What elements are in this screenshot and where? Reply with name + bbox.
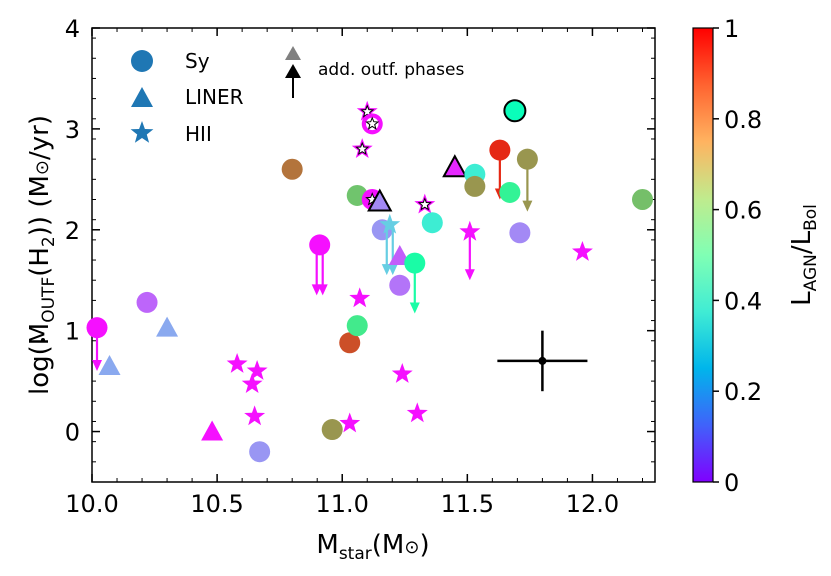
arrow-head (522, 200, 533, 212)
colorbar-tick-label: 0.6 (724, 197, 762, 225)
point-hii (391, 363, 413, 383)
y-label-dot (41, 338, 45, 342)
colorbar-tick-label: 0.4 (724, 287, 762, 315)
legend-triangle-marker (131, 87, 153, 107)
x-tick-label: 12.0 (566, 490, 619, 518)
point-sy (339, 332, 361, 354)
y-tick-label: 3 (65, 116, 80, 144)
error-cross (497, 330, 588, 392)
error-center (538, 356, 547, 365)
point-sy (631, 189, 653, 211)
colorbar-tick-label: 0.8 (724, 106, 762, 134)
x-tick-label: 11.0 (316, 490, 369, 518)
point-sy (86, 317, 108, 339)
point-sy (421, 212, 443, 234)
point-sy (516, 148, 538, 170)
point-hii (379, 213, 401, 234)
colorbar-tick-label: 0 (724, 469, 739, 497)
point-sy (404, 252, 426, 274)
legend-star-marker (130, 121, 154, 143)
point-hii (349, 287, 371, 308)
data-points (86, 99, 653, 463)
point-sy (489, 139, 511, 161)
point-hii (406, 402, 428, 423)
point-sy (281, 158, 303, 180)
legend-circle-marker (131, 50, 153, 72)
x-tick-label: 10.0 (65, 490, 118, 518)
point-hii (459, 220, 481, 241)
y-axis-label: log(MOUTF(H2)) (M⊙/yr) (25, 115, 59, 395)
additional-phase-star (365, 116, 380, 130)
point-sy (249, 441, 271, 463)
point-sy (464, 175, 486, 197)
point-sy (503, 99, 527, 123)
point-liner (98, 354, 121, 375)
legend-black-arrowhead (285, 64, 301, 78)
x-axis-label: Mstar(M⊙) (316, 530, 429, 564)
colorbar-ticks: 0 0.2 0.4 0.6 0.8 1 (713, 15, 762, 497)
legend-label-hii: HII (185, 122, 212, 146)
point-hii (244, 405, 266, 426)
point-sy (321, 419, 343, 441)
legend-grey-arrowhead (285, 46, 301, 60)
x-tick-label: 10.5 (190, 490, 243, 518)
point-liner (367, 188, 393, 212)
point-sy (346, 315, 368, 337)
y-tick-label: 2 (65, 217, 80, 245)
point-liner (201, 420, 224, 441)
plot-area (91, 27, 656, 483)
legend: Sy LINER HII add. outf. phases (130, 46, 465, 146)
arrow-head (409, 302, 420, 314)
point-sy (389, 274, 411, 296)
x-tick-label: 11.5 (441, 490, 494, 518)
additional-phase-star (360, 104, 375, 118)
point-hii (246, 360, 268, 380)
legend-label-sy: Sy (185, 49, 210, 73)
y-tick-label: 1 (65, 318, 80, 346)
tick-labels: 10.0 10.5 11.0 11.5 12.0 0 1 2 3 4 (65, 15, 619, 518)
point-sy (509, 222, 531, 244)
axis-ticks (91, 27, 655, 483)
colorbar-tick-label: 0.2 (724, 378, 762, 406)
point-liner (156, 316, 179, 337)
arrow-head (317, 284, 328, 296)
additional-phase-star (355, 141, 370, 156)
y-tick-label: 4 (65, 15, 80, 43)
point-hii (241, 373, 263, 393)
point-liner (442, 154, 468, 178)
colorbar-tick-label: 1 (724, 15, 739, 43)
legend-label-phases: add. outf. phases (318, 60, 465, 80)
point-hii (572, 241, 593, 261)
point-sy (499, 181, 521, 203)
point-sy (136, 291, 158, 313)
arrow-head (464, 269, 475, 281)
y-tick-label: 0 (65, 419, 80, 447)
point-hii (226, 353, 248, 373)
arrow-head (92, 360, 103, 372)
additional-phase-star (417, 197, 432, 211)
colorbar (692, 27, 714, 483)
arrow-head (387, 264, 398, 276)
colorbar-label: LAGN/LBol (787, 204, 821, 306)
point-sy (309, 234, 331, 256)
point-hii (339, 412, 361, 433)
legend-label-liner: LINER (185, 85, 244, 109)
